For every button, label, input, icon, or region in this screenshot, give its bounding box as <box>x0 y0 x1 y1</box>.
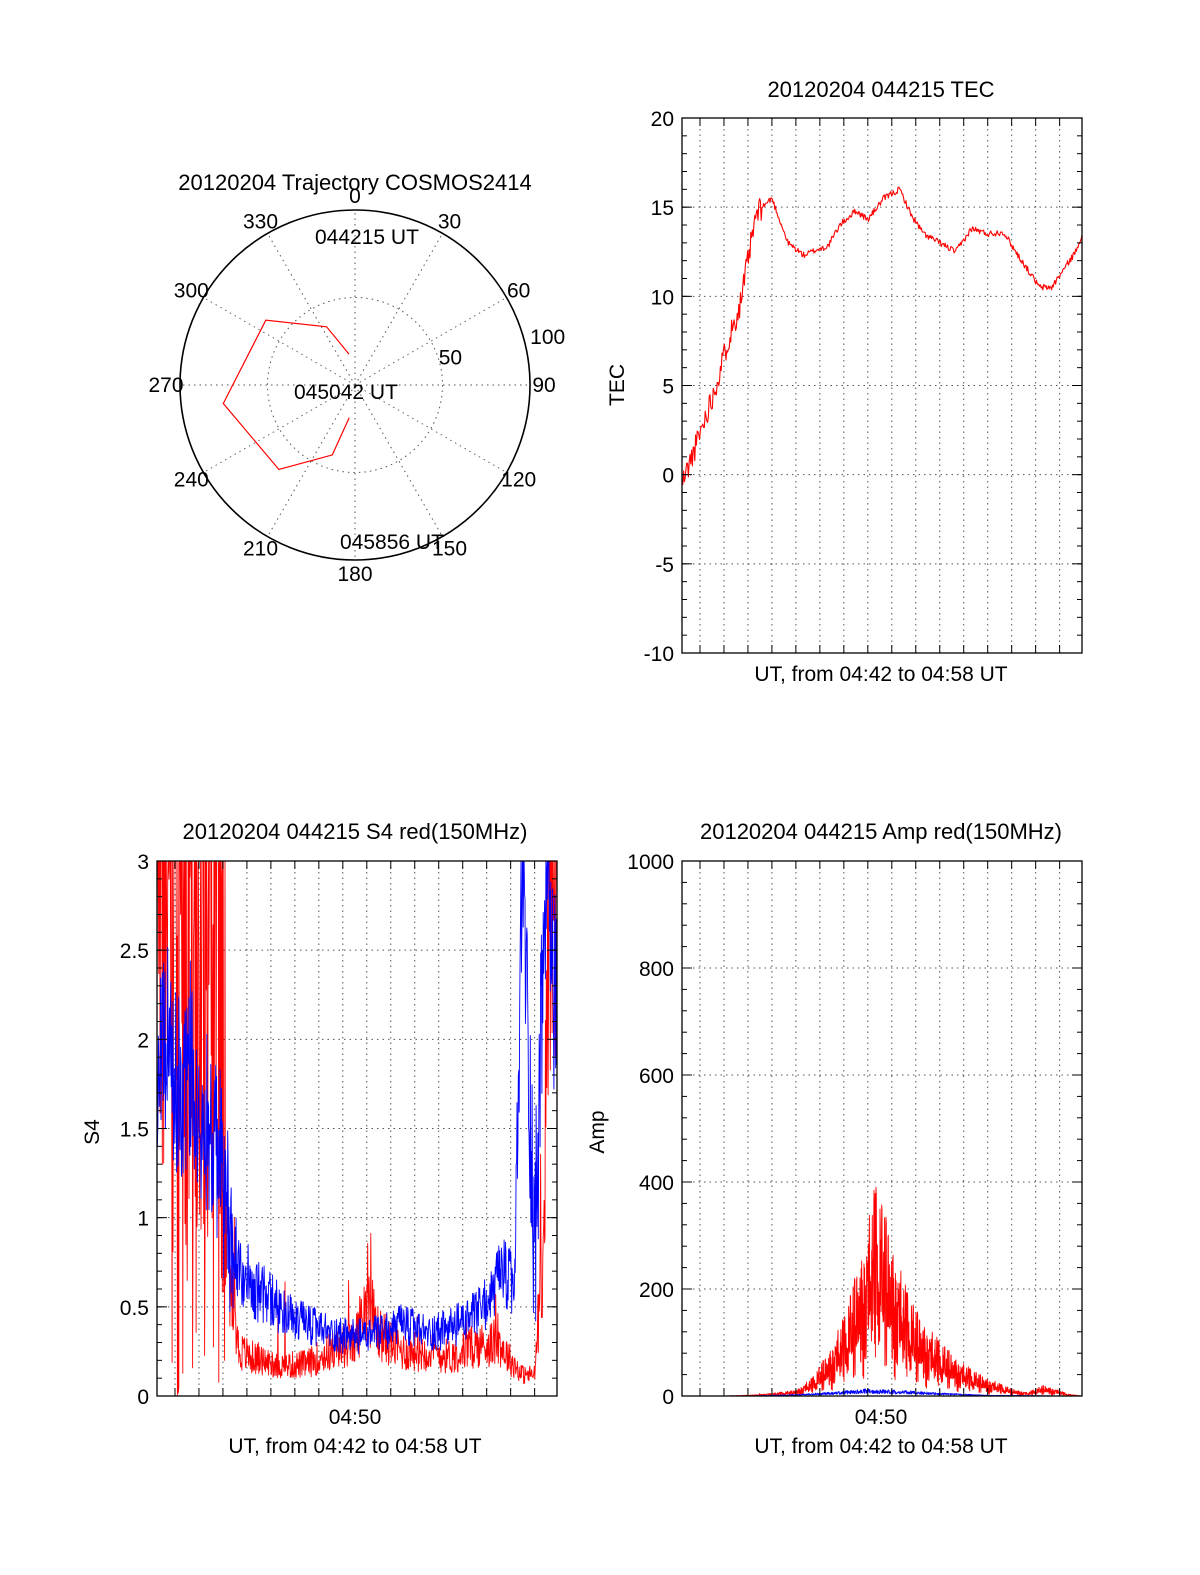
s4-series <box>156 860 558 1397</box>
s4-x-tick-label: 04:50 <box>329 1406 382 1429</box>
polar-angle-label: 300 <box>174 280 209 303</box>
series-line-1 <box>681 186 1083 485</box>
y-tick-label: 3 <box>137 851 149 874</box>
y-tick-label: 1000 <box>627 851 674 874</box>
tec-ticks <box>682 117 1082 654</box>
y-tick-label: 10 <box>651 286 674 309</box>
y-tick-label: 200 <box>639 1279 674 1302</box>
polar-outer-ring <box>179 209 531 561</box>
amp-x-tick-label: 04:50 <box>855 1406 908 1429</box>
tec-x-axis-label: UT, from 04:42 to 04:58 UT <box>754 663 1007 686</box>
s4-y-tick-labels: 3 2.5 2 1.5 1 0.5 0 <box>120 851 149 1409</box>
tec-plot: 20120204 044215 TEC 20 15 10 5 0 -5 -10 UT, fr… <box>606 77 1083 686</box>
annotation-end-time: 045856 UT <box>340 531 444 554</box>
y-tick-label: 0 <box>662 465 674 488</box>
series-line-1 <box>156 860 558 1397</box>
amp-frame <box>681 860 1083 1397</box>
annotation-start-time: 044215 UT <box>315 226 419 249</box>
y-tick-label: 0 <box>137 1386 149 1409</box>
polar-angle-label: 210 <box>243 538 278 561</box>
y-tick-label: 2 <box>137 1029 149 1052</box>
y-tick-label: 400 <box>639 1172 674 1195</box>
trajectory-title: 20120204 Trajectory COSMOS2414 <box>178 170 531 195</box>
tec-y-axis-label: TEC <box>606 364 629 406</box>
polar-spoke <box>354 297 507 386</box>
amp-title: 20120204 044215 Amp red(150MHz) <box>700 819 1062 844</box>
trajectory-line <box>222 319 350 471</box>
y-tick-label: 20 <box>651 108 674 131</box>
tec-series <box>681 186 1083 485</box>
polar-ring-50 <box>267 297 443 473</box>
series-line-2 <box>156 860 558 1355</box>
amp-plot: 20120204 044215 Amp red(150MHz) 1000 800 6… <box>586 819 1083 1458</box>
s4-x-axis-label: UT, from 04:42 to 04:58 UT <box>228 1435 481 1458</box>
amp-grid <box>682 861 1082 1396</box>
tec-grid <box>682 118 1082 653</box>
amp-y-axis-label: Amp <box>586 1110 609 1153</box>
y-tick-label: 1.5 <box>120 1119 149 1142</box>
tec-title: 20120204 044215 TEC <box>767 77 994 102</box>
y-tick-label: -10 <box>644 643 674 666</box>
polar-spoke <box>354 384 443 537</box>
y-tick-label: 600 <box>639 1065 674 1088</box>
polar-angle-label: 150 <box>432 538 467 561</box>
polar-series <box>222 319 350 471</box>
y-tick-label: 5 <box>662 376 674 399</box>
s4-plot: 20120204 044215 S4 red(150MHz) 3 2.5 2 1.5 1… <box>81 819 558 1458</box>
annotation-mid-time: 045042 UT <box>294 381 398 404</box>
amp-ticks <box>682 860 1082 1397</box>
y-tick-label: 800 <box>639 958 674 981</box>
polar-angle-label: 330 <box>243 210 278 233</box>
polar-grid <box>179 209 531 561</box>
polar-angle-label: 30 <box>438 210 461 233</box>
series-line-1 <box>681 1186 1083 1397</box>
tec-frame <box>681 117 1083 654</box>
s4-title: 20120204 044215 S4 red(150MHz) <box>183 819 528 844</box>
polar-angle-label: 90 <box>532 374 555 397</box>
polar-angle-label: 60 <box>507 280 530 303</box>
amp-x-axis-label: UT, from 04:42 to 04:58 UT <box>754 1435 1007 1458</box>
polar-radial-label: 100 <box>530 326 565 349</box>
amp-y-tick-labels: 1000 800 600 400 200 0 <box>627 851 674 1409</box>
y-tick-label: 0 <box>662 1386 674 1409</box>
y-tick-label: 2.5 <box>120 940 149 963</box>
trajectory-polar-plot: 20120204 Trajectory COSMOS2414 0 30 60 90 12… <box>148 170 565 586</box>
polar-angle-label: 120 <box>501 469 536 492</box>
y-tick-label: 1 <box>137 1208 149 1231</box>
polar-spoke <box>267 233 356 386</box>
polar-angle-label: 0 <box>349 185 361 208</box>
polar-labels: 0 30 60 90 120 150 180 210 240 270 300 330 50 100 <box>148 185 565 586</box>
polar-radial-label: 50 <box>439 347 462 370</box>
y-tick-label: 0.5 <box>120 1297 149 1320</box>
polar-angle-label: 270 <box>148 374 183 397</box>
polar-angle-label: 240 <box>174 469 209 492</box>
y-tick-label: 15 <box>651 197 674 220</box>
polar-angle-label: 180 <box>337 563 372 586</box>
y-tick-label: -5 <box>655 554 674 577</box>
amp-series <box>681 1186 1083 1397</box>
s4-y-axis-label: S4 <box>81 1119 104 1145</box>
s4-ticks <box>157 860 557 1397</box>
tec-y-tick-labels: 20 15 10 5 0 -5 -10 <box>644 108 674 666</box>
